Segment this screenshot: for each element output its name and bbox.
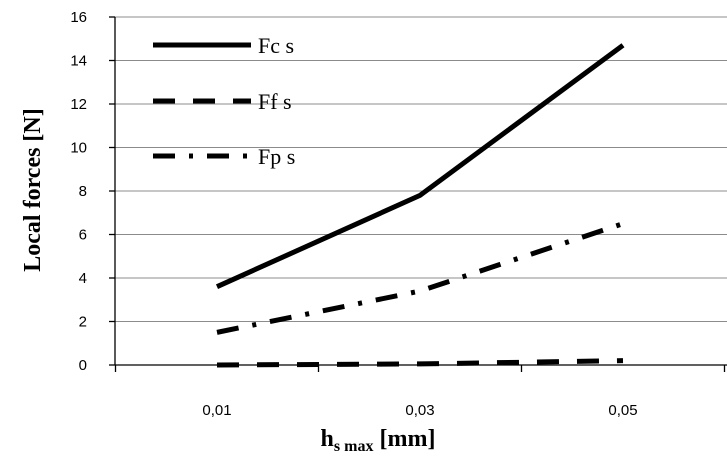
series-line-2	[216, 358, 624, 368]
y-tick-label: 12	[70, 96, 87, 113]
legend-label: Fp s	[258, 144, 295, 169]
y-tick-label: 14	[70, 53, 87, 70]
legend: Fc s Ff s Fp s	[153, 33, 295, 169]
y-tick-label: 0	[79, 357, 87, 374]
series-line-3	[216, 221, 624, 335]
x-tick-label: 0,01	[202, 402, 231, 419]
x-axis-title-unit: [mm]	[373, 426, 435, 452]
x-axis-title-main: h	[321, 426, 334, 452]
gridlines	[115, 16, 727, 322]
y-tick-labels: 0 2 4 6 8 10 12 14 16	[70, 9, 115, 374]
y-tick-label: 2	[79, 314, 87, 331]
x-tick-labels: 0,01 0,03 0,05	[114, 365, 726, 419]
x-axis-title: hs max [mm]	[321, 426, 436, 455]
y-tick-label: 8	[79, 183, 87, 200]
legend-label: Ff s	[258, 89, 292, 114]
y-tick-label: 6	[79, 227, 87, 244]
x-tick-label: 0,05	[608, 402, 637, 419]
x-tick-label: 0,03	[405, 402, 434, 419]
series-line-1	[215, 43, 625, 289]
y-tick-label: 16	[70, 9, 87, 26]
series-lines	[215, 43, 625, 368]
x-axis-title-sub: s max	[334, 438, 374, 455]
legend-label: Fc s	[258, 33, 294, 58]
y-tick-label: 10	[70, 140, 87, 157]
y-axis-title: Local forces [N]	[20, 108, 46, 272]
y-tick-label: 4	[79, 270, 87, 287]
